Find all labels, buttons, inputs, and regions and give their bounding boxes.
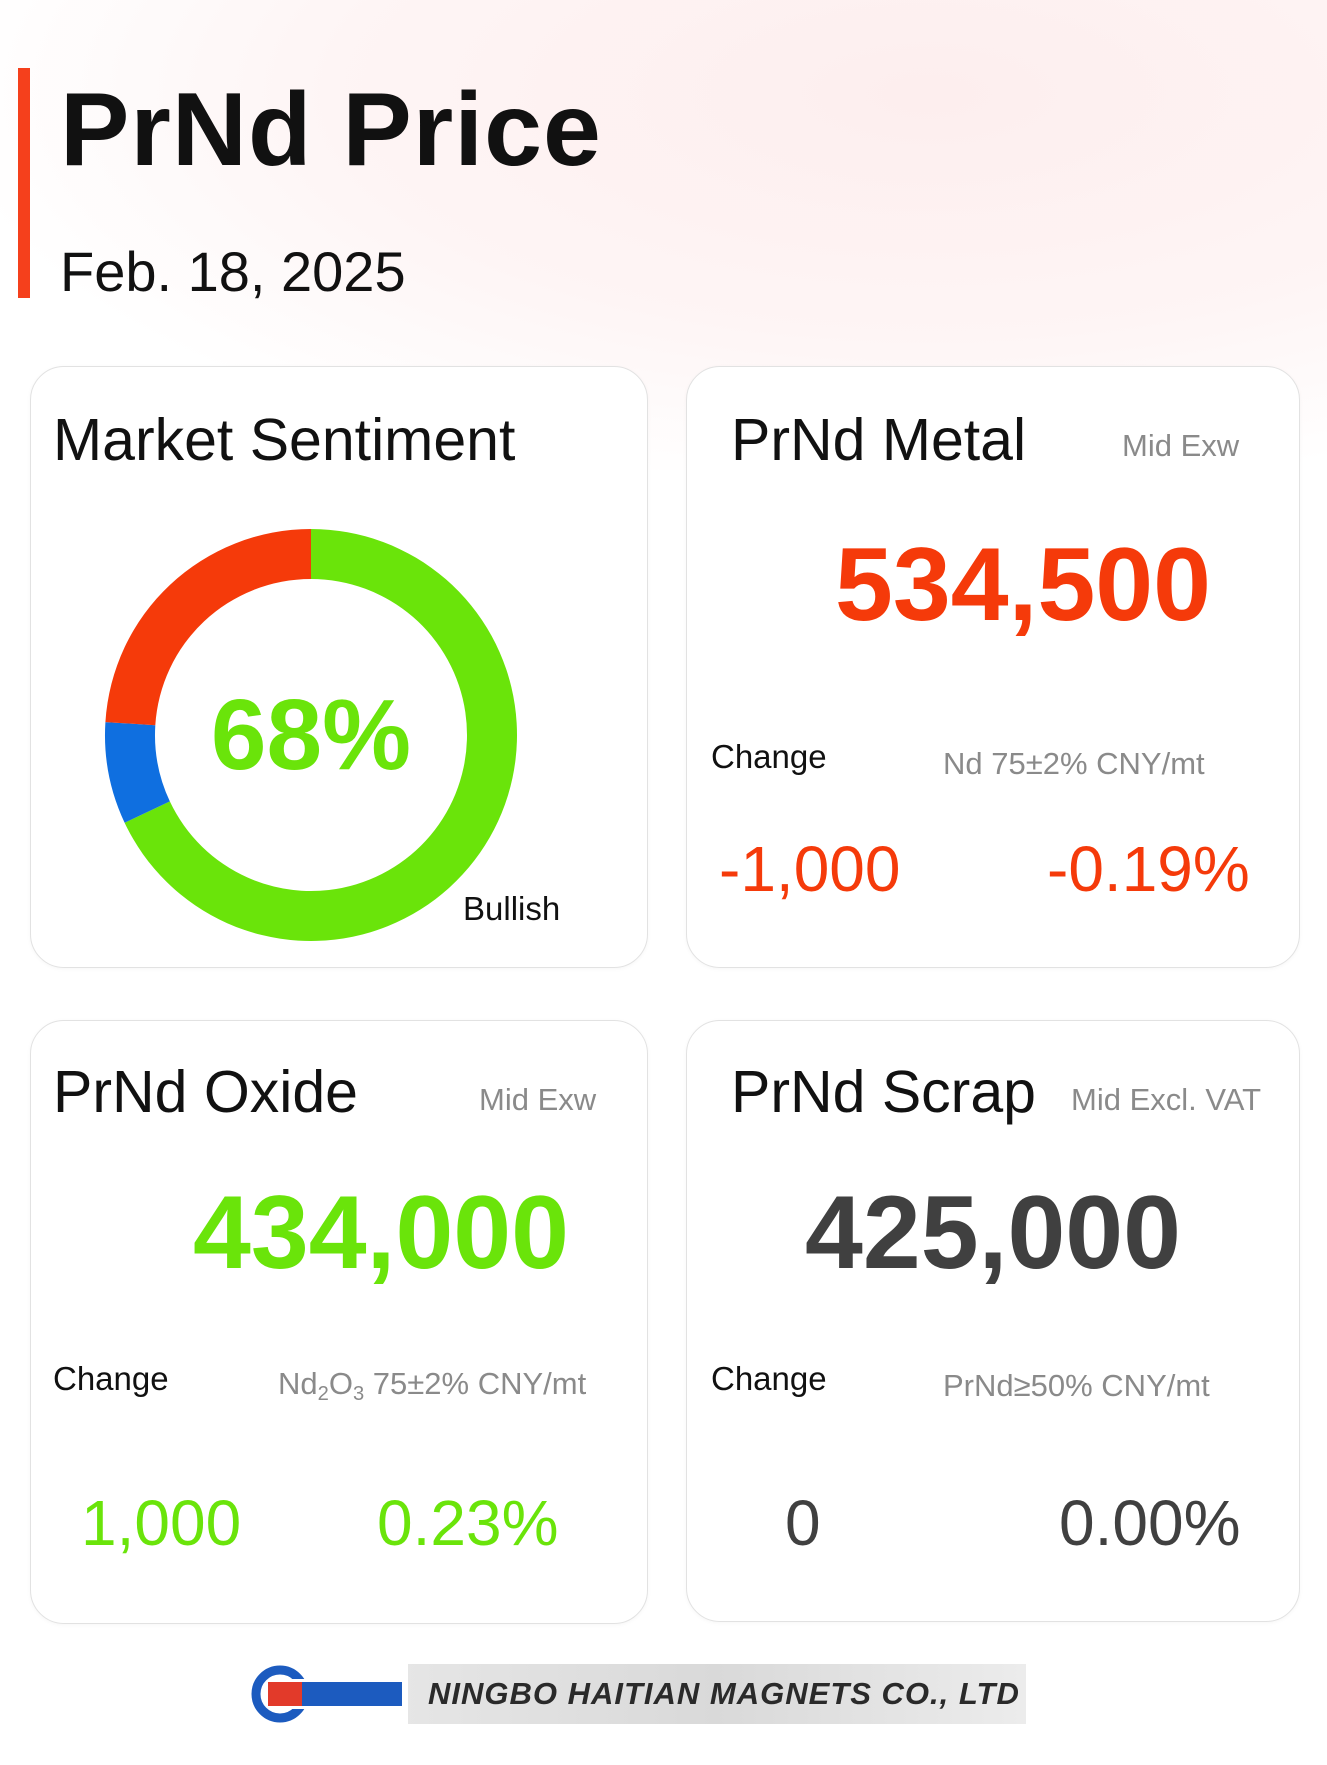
sentiment-donut-svg	[104, 529, 518, 941]
company-banner: NINGBO HAITIAN MAGNETS CO., LTD	[250, 1664, 1026, 1724]
oxide-change-abs: 1,000	[81, 1487, 242, 1559]
oxide-note-part: Nd	[278, 1366, 318, 1401]
metal-change-abs: -1,000	[719, 833, 901, 905]
sentiment-percent: 68%	[210, 678, 412, 791]
scrap-title: PrNd Scrap	[731, 1059, 1036, 1125]
scrap-spec-note: PrNd≥50% CNY/mt	[943, 1368, 1210, 1403]
oxide-change-label: Change	[53, 1360, 169, 1397]
sentiment-title: Market Sentiment	[53, 407, 516, 473]
company-name: NINGBO HAITIAN MAGNETS CO., LTD	[428, 1676, 1020, 1711]
metal-card: PrNd Metal Mid Exw 534,500 Change Nd 75±…	[686, 366, 1300, 968]
company-logo	[250, 1664, 408, 1724]
scrap-change-pct: 0.00%	[1059, 1487, 1241, 1559]
donut-slice-bearish	[105, 529, 311, 726]
oxide-spec-note: Nd2O3 75±2% CNY/mt	[278, 1365, 586, 1406]
scrap-card: PrNd Scrap Mid Excl. VAT 425,000 Change …	[686, 1020, 1300, 1622]
sentiment-donut-chart: 68%	[96, 520, 526, 950]
metal-price: 534,500	[835, 527, 1211, 643]
oxide-note-part: O	[328, 1366, 353, 1401]
oxide-card: PrNd Oxide Mid Exw 434,000 Change Nd2O3 …	[30, 1020, 648, 1624]
oxide-price-basis: Mid Exw	[479, 1082, 597, 1117]
oxide-note-sub: 3	[352, 1383, 365, 1406]
oxide-note-part: 75±2% CNY/mt	[364, 1366, 587, 1401]
metal-spec-note: Nd 75±2% CNY/mt	[943, 746, 1205, 781]
htmag-logo-icon	[251, 1665, 404, 1723]
title-accent-bar	[18, 68, 30, 298]
scrap-change-label: Change	[711, 1360, 827, 1397]
metal-change-pct: -0.19%	[1047, 833, 1250, 905]
metal-change-label: Change	[711, 738, 827, 775]
scrap-price-basis: Mid Excl. VAT	[1071, 1082, 1262, 1117]
donut-slice-neutral	[104, 722, 170, 823]
scrap-change-abs: 0	[785, 1487, 821, 1559]
oxide-note-sub: 2	[317, 1383, 329, 1406]
sentiment-label: Bullish	[463, 890, 561, 927]
oxide-title: PrNd Oxide	[53, 1059, 358, 1125]
metal-price-basis: Mid Exw	[1122, 428, 1240, 463]
page-date: Feb. 18, 2025	[60, 240, 406, 303]
scrap-price: 425,000	[805, 1175, 1181, 1291]
oxide-price: 434,000	[193, 1175, 569, 1291]
oxide-change-pct: 0.23%	[377, 1487, 559, 1559]
metal-title: PrNd Metal	[731, 407, 1027, 473]
page-title: PrNd Price	[60, 72, 602, 188]
